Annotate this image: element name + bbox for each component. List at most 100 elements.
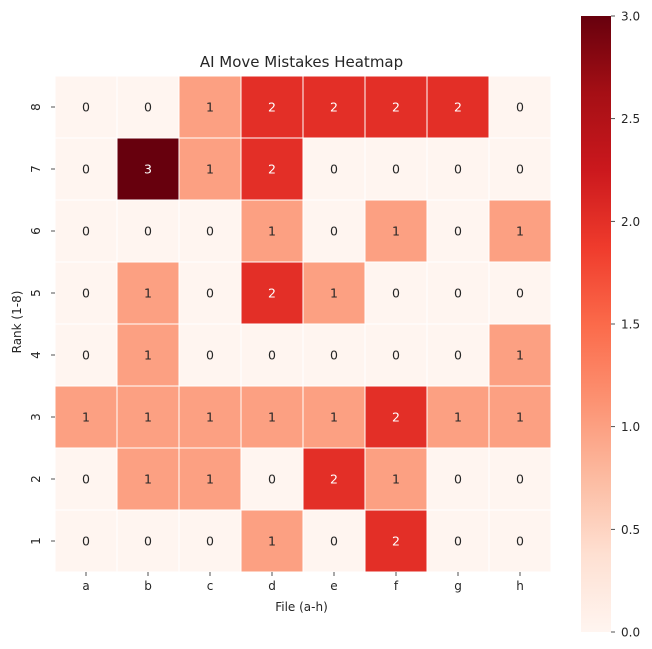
cell-annotation: 0	[268, 348, 276, 363]
cell-annotation: 0	[516, 534, 524, 549]
colorbar-tick-label: 2.5	[621, 112, 640, 126]
heatmap-cell-d3	[241, 386, 303, 448]
y-tick-label: 4	[29, 351, 43, 359]
heatmap-cell-e8	[303, 76, 365, 138]
y-tick-label: 1	[29, 537, 43, 545]
cell-annotation: 1	[268, 534, 276, 549]
cell-annotation: 0	[82, 534, 90, 549]
heatmap-cell-d6	[241, 200, 303, 262]
colorbar-tick-label: 0.5	[621, 523, 640, 537]
heatmap-cell-c1	[179, 510, 241, 572]
heatmap-cell-e4	[303, 324, 365, 386]
cell-annotation: 2	[268, 286, 276, 301]
y-tick-label: 3	[29, 413, 43, 421]
heatmap-cell-h3	[489, 386, 551, 448]
heatmap-cell-g7	[427, 138, 489, 200]
cell-annotation: 0	[392, 348, 400, 363]
x-tick-label: g	[454, 579, 462, 593]
cell-annotation: 0	[82, 100, 90, 115]
cell-annotation: 0	[516, 100, 524, 115]
heatmap-cell-c6	[179, 200, 241, 262]
cell-annotation: 2	[392, 100, 400, 115]
cell-annotation: 0	[330, 348, 338, 363]
x-tick-label: b	[144, 579, 152, 593]
heatmap-cell-a5	[55, 262, 117, 324]
cell-annotation: 1	[82, 410, 90, 425]
heatmap-cell-b2	[117, 448, 179, 510]
heatmap-cell-a2	[55, 448, 117, 510]
cell-annotation: 0	[392, 286, 400, 301]
heatmap-cell-g8	[427, 76, 489, 138]
x-axis-label: File (a-h)	[275, 600, 328, 614]
cell-annotation: 2	[330, 100, 338, 115]
cell-annotation: 0	[144, 534, 152, 549]
heatmap-cell-a4	[55, 324, 117, 386]
cell-annotation: 0	[392, 162, 400, 177]
colorbar-tick-label: 3.0	[621, 10, 640, 24]
cell-annotation: 0	[330, 534, 338, 549]
heatmap-cell-b8	[117, 76, 179, 138]
cell-annotation: 1	[392, 224, 400, 239]
heatmap-cell-f2	[365, 448, 427, 510]
heatmap-cell-h2	[489, 448, 551, 510]
x-tick-label: a	[82, 579, 89, 593]
heatmap-cell-b6	[117, 200, 179, 262]
heatmap-cell-e2	[303, 448, 365, 510]
cell-annotation: 0	[206, 224, 214, 239]
heatmap-cell-d7	[241, 138, 303, 200]
colorbar-tick-label: 0.0	[621, 626, 640, 640]
cell-annotation: 0	[206, 286, 214, 301]
cell-annotation: 1	[144, 410, 152, 425]
heatmap-cell-h5	[489, 262, 551, 324]
y-tick-label: 6	[29, 227, 43, 235]
cell-annotation: 1	[144, 348, 152, 363]
cell-annotation: 1	[206, 410, 214, 425]
heatmap-cell-a6	[55, 200, 117, 262]
heatmap-cell-e7	[303, 138, 365, 200]
x-tick-label: h	[516, 579, 524, 593]
heatmap-cell-a3	[55, 386, 117, 448]
heatmap-cell-g1	[427, 510, 489, 572]
heatmap-cell-f8	[365, 76, 427, 138]
cell-annotation: 0	[454, 224, 462, 239]
heatmap-cell-f6	[365, 200, 427, 262]
cell-annotation: 1	[144, 472, 152, 487]
cell-annotation: 0	[454, 472, 462, 487]
heatmap-cell-f5	[365, 262, 427, 324]
cell-annotation: 0	[206, 534, 214, 549]
heatmap-cell-f3	[365, 386, 427, 448]
colorbar	[581, 16, 611, 632]
cell-annotation: 1	[206, 472, 214, 487]
cell-annotation: 2	[392, 410, 400, 425]
heatmap-cell-d4	[241, 324, 303, 386]
x-tick-label: d	[268, 579, 276, 593]
heatmap-cell-d2	[241, 448, 303, 510]
cell-annotation: 1	[144, 286, 152, 301]
heatmap-cell-c3	[179, 386, 241, 448]
heatmap-cell-g2	[427, 448, 489, 510]
heatmap-cell-c8	[179, 76, 241, 138]
y-tick-label: 8	[29, 103, 43, 111]
heatmap-cell-d5	[241, 262, 303, 324]
x-tick-label: f	[394, 579, 399, 593]
heatmap-cell-g4	[427, 324, 489, 386]
heatmap-cell-a8	[55, 76, 117, 138]
cell-annotation: 1	[392, 472, 400, 487]
cell-annotation: 3	[144, 162, 152, 177]
heatmap-cell-b5	[117, 262, 179, 324]
cell-annotation: 1	[516, 348, 524, 363]
heatmap-cell-e3	[303, 386, 365, 448]
colorbar-tick-label: 1.0	[621, 420, 640, 434]
y-tick-label: 2	[29, 475, 43, 483]
cell-annotation: 0	[82, 348, 90, 363]
heatmap-cell-c7	[179, 138, 241, 200]
cell-annotation: 0	[144, 224, 152, 239]
cell-annotation: 2	[392, 534, 400, 549]
cell-annotation: 0	[82, 224, 90, 239]
y-axis-label: Rank (1-8)	[10, 291, 24, 354]
heatmap-cell-a1	[55, 510, 117, 572]
heatmap-cell-f1	[365, 510, 427, 572]
heatmap-cell-h6	[489, 200, 551, 262]
cell-annotation: 1	[206, 162, 214, 177]
